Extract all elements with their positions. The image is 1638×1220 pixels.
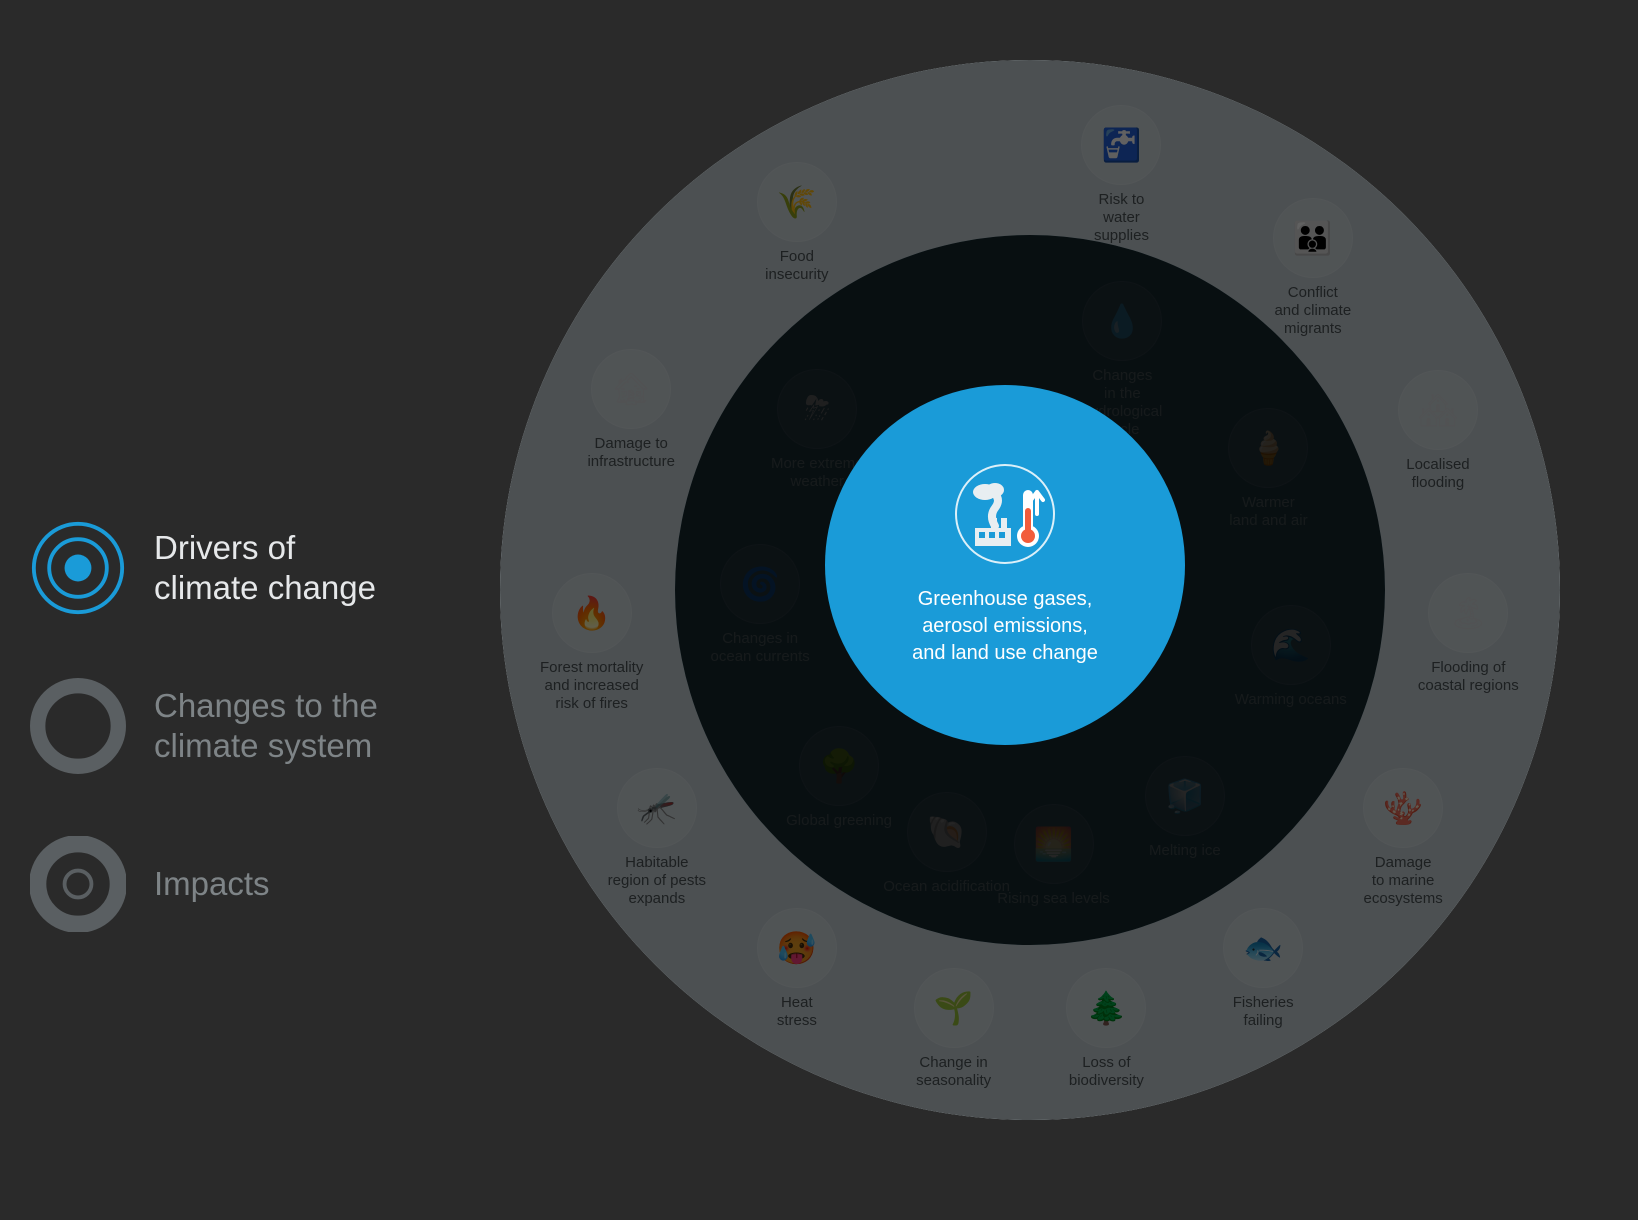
ring-drivers[interactable]: Greenhouse gases, aerosol emissions, and… (825, 385, 1185, 745)
node-warming-oceans[interactable]: 🌊 Warming oceans (1221, 605, 1361, 709)
node-label: Loss of biodiversity (1069, 1054, 1144, 1090)
melting-ice-icon: 🧊 (1145, 756, 1225, 836)
warmer-land-air-icon: 🍦 (1228, 408, 1308, 488)
risk-water-icon: 🚰 (1081, 105, 1161, 185)
conflict-migrants-icon: 👪 (1273, 198, 1353, 278)
infra-damage-icon: 🏚 (591, 349, 671, 429)
node-label: Forest mortality and increased risk of f… (540, 659, 643, 713)
node-label: Damage to infrastructure (587, 435, 675, 471)
legend-label-drivers: Drivers of climate change (154, 528, 376, 607)
node-label: Damage to marine ecosystems (1364, 854, 1443, 908)
node-label: Conflict and climate migrants (1274, 284, 1351, 338)
legend-label-impacts: Impacts (154, 864, 270, 904)
global-greening-icon: 🌳 (799, 726, 879, 806)
node-label: Ocean acidification (883, 878, 1010, 896)
node-melting-ice[interactable]: 🧊 Melting ice (1115, 756, 1255, 860)
node-label: Risk to water supplies (1094, 191, 1149, 245)
warming-oceans-icon: 🌊 (1251, 605, 1331, 685)
node-ocean-acid[interactable]: 🐚 Ocean acidification (877, 792, 1017, 896)
node-forest-mortality[interactable]: 🔥 Forest mortality and increased risk of … (522, 573, 662, 713)
node-seasonality[interactable]: 🌱 Change in seasonality (884, 968, 1024, 1090)
extreme-weather-icon: ⛈ (777, 369, 857, 449)
forest-mortality-icon: 🔥 (552, 573, 632, 653)
node-label: Localised flooding (1406, 456, 1469, 492)
node-risk-water[interactable]: 🚰 Risk to water supplies (1051, 105, 1191, 245)
climate-diagram: 🚰 Risk to water supplies 👪 Conflict and cli… (500, 60, 1560, 1120)
biodiversity-loss-icon: 🌲 (1066, 968, 1146, 1048)
heat-stress-icon: 🥵 (757, 908, 837, 988)
localised-flooding-icon: 🏘 (1398, 370, 1478, 450)
node-label: Heat stress (777, 994, 817, 1030)
node-label: Habitable region of pests expands (608, 854, 706, 908)
node-label: Change in seasonality (916, 1054, 991, 1090)
node-pests-expand[interactable]: 🦟 Habitable region of pests expands (587, 768, 727, 908)
node-marine-ecosystems[interactable]: 🪸 Damage to marine ecosystems (1333, 768, 1473, 908)
node-label: Melting ice (1149, 842, 1221, 860)
node-rising-sea[interactable]: 🌅 Rising sea levels (984, 804, 1124, 908)
ocean-acid-icon: 🐚 (907, 792, 987, 872)
node-label: Global greening (786, 812, 892, 830)
node-label: Warming oceans (1235, 691, 1347, 709)
node-biodiversity-loss[interactable]: 🌲 Loss of biodiversity (1036, 968, 1176, 1090)
center-label: Greenhouse gases, aerosol emissions, and… (912, 586, 1098, 667)
node-label: Rising sea levels (997, 890, 1110, 908)
legend-item-changes[interactable]: Changes to the climate system (30, 678, 470, 774)
node-infra-damage[interactable]: 🏚 Damage to infrastructure (561, 349, 701, 471)
fisheries-failing-icon: 🐟 (1223, 908, 1303, 988)
node-label: Warmer land and air (1229, 494, 1307, 530)
legend-item-impacts[interactable]: Impacts (30, 836, 470, 932)
node-coastal-flooding[interactable]: 🏝 Flooding of coastal regions (1398, 573, 1538, 695)
legend-item-drivers[interactable]: Drivers of climate change (30, 520, 470, 616)
legend: Drivers of climate change Changes to the… (30, 520, 470, 994)
seasonality-icon: 🌱 (914, 968, 994, 1048)
ocean-currents-icon: 🌀 (720, 544, 800, 624)
node-label: Flooding of coastal regions (1418, 659, 1519, 695)
outer-ring-icon (30, 836, 126, 932)
hydro-cycle-icon: 💧 (1082, 281, 1162, 361)
rising-sea-icon: 🌅 (1014, 804, 1094, 884)
node-localised-flooding[interactable]: 🏘 Localised flooding (1368, 370, 1508, 492)
node-warmer-land-air[interactable]: 🍦 Warmer land and air (1198, 408, 1338, 530)
node-food-insecurity[interactable]: 🌾 Food insecurity (727, 162, 867, 284)
legend-label-changes: Changes to the climate system (154, 686, 378, 765)
factory-thermometer-icon (955, 464, 1055, 564)
node-fisheries-failing[interactable]: 🐟 Fisheries failing (1193, 908, 1333, 1030)
marine-ecosystems-icon: 🪸 (1363, 768, 1443, 848)
ring-icon (30, 678, 126, 774)
node-conflict-migrants[interactable]: 👪 Conflict and climate migrants (1243, 198, 1383, 338)
node-label: Changes in ocean currents (711, 630, 810, 666)
node-ocean-currents[interactable]: 🌀 Changes in ocean currents (690, 544, 830, 666)
pests-expand-icon: 🦟 (617, 768, 697, 848)
target-icon (30, 520, 126, 616)
node-label: Food insecurity (765, 248, 828, 284)
node-label: Fisheries failing (1233, 994, 1294, 1030)
coastal-flooding-icon: 🏝 (1428, 573, 1508, 653)
food-insecurity-icon: 🌾 (757, 162, 837, 242)
node-global-greening[interactable]: 🌳 Global greening (769, 726, 909, 830)
node-heat-stress[interactable]: 🥵 Heat stress (727, 908, 867, 1030)
